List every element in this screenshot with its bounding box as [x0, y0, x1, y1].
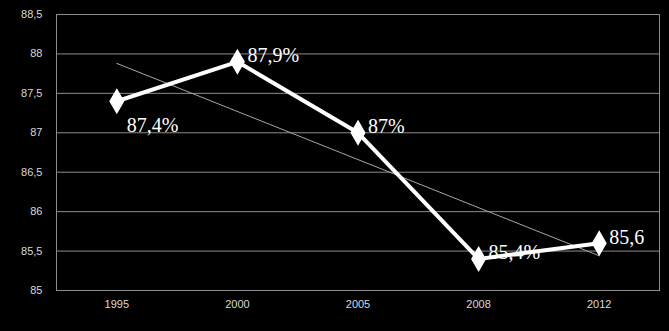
svg-text:87%: 87%	[368, 115, 405, 137]
svg-text:86: 86	[30, 205, 42, 217]
svg-text:85,4%: 85,4%	[489, 241, 541, 263]
svg-text:85: 85	[30, 284, 42, 296]
svg-text:2005: 2005	[346, 298, 370, 310]
svg-text:2000: 2000	[225, 298, 249, 310]
svg-text:86,5: 86,5	[21, 166, 42, 178]
svg-text:2008: 2008	[466, 298, 490, 310]
svg-text:87,4%: 87,4%	[127, 114, 179, 136]
svg-text:85,6: 85,6	[609, 226, 644, 248]
svg-text:88: 88	[30, 47, 42, 59]
svg-text:87,5: 87,5	[21, 87, 42, 99]
svg-text:2012: 2012	[587, 298, 611, 310]
svg-text:85,5: 85,5	[21, 245, 42, 257]
svg-text:88,5: 88,5	[21, 8, 42, 20]
svg-text:87,9%: 87,9%	[247, 44, 299, 66]
svg-text:87: 87	[30, 126, 42, 138]
svg-text:1995: 1995	[105, 298, 129, 310]
